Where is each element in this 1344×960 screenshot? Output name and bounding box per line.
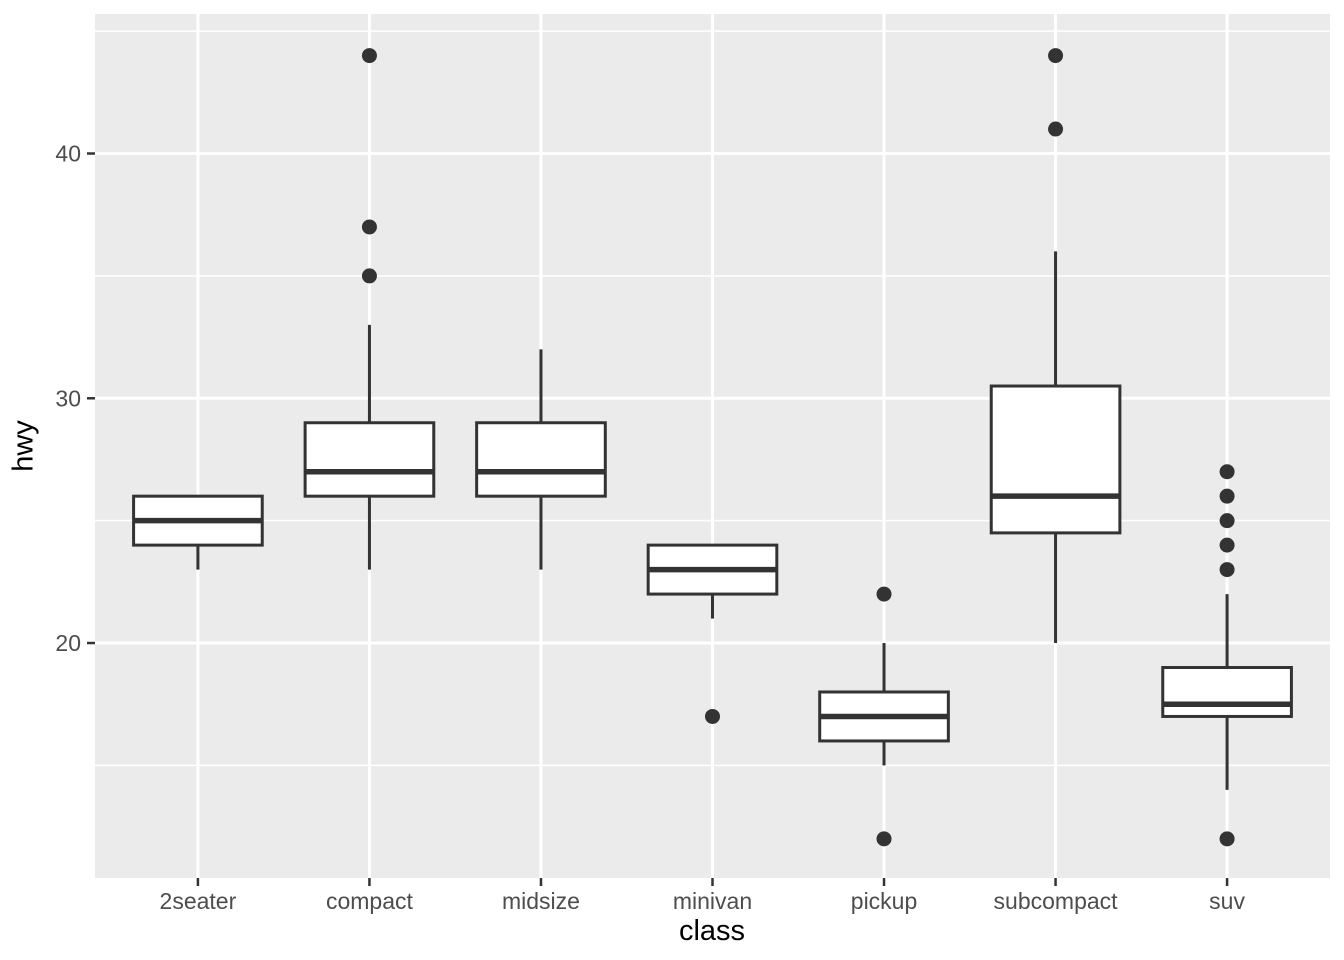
x-tick-label-2seater: 2seater	[160, 888, 237, 914]
x-tick-label-pickup: pickup	[851, 888, 917, 914]
outlier-suv-24	[1219, 537, 1235, 553]
y-tick-label-30: 30	[55, 385, 81, 411]
outlier-minivan-17	[705, 708, 720, 724]
outlier-compact-44	[361, 48, 377, 64]
outlier-suv-23	[1219, 562, 1235, 578]
outlier-compact-35	[361, 268, 377, 284]
outlier-subcompact-44	[1048, 48, 1064, 64]
box-compact	[303, 421, 436, 498]
outlier-pickup-22	[876, 586, 892, 602]
outlier-subcompact-41	[1048, 121, 1064, 137]
outlier-suv-25	[1219, 513, 1235, 529]
outlier-pickup-12	[876, 831, 892, 847]
x-tick-label-midsize: midsize	[502, 888, 580, 914]
x-tick-label-suv: suv	[1209, 888, 1245, 914]
y-axis-title: hwy	[7, 420, 40, 472]
outlier-suv-12	[1219, 831, 1235, 847]
y-tick-label-20: 20	[55, 630, 81, 656]
y-tick-label-40: 40	[55, 141, 81, 167]
x-tick-label-compact: compact	[326, 888, 414, 914]
box-suv	[1161, 666, 1293, 718]
outlier-suv-26	[1219, 488, 1235, 504]
box-subcompact	[989, 384, 1122, 535]
x-axis-title: class	[678, 915, 746, 947]
box-midsize	[475, 421, 607, 498]
x-tick-label-minivan: minivan	[673, 888, 752, 914]
outlier-compact-37	[361, 219, 377, 235]
outlier-suv-27	[1219, 464, 1235, 480]
x-tick-label-subcompact: subcompact	[994, 888, 1119, 914]
